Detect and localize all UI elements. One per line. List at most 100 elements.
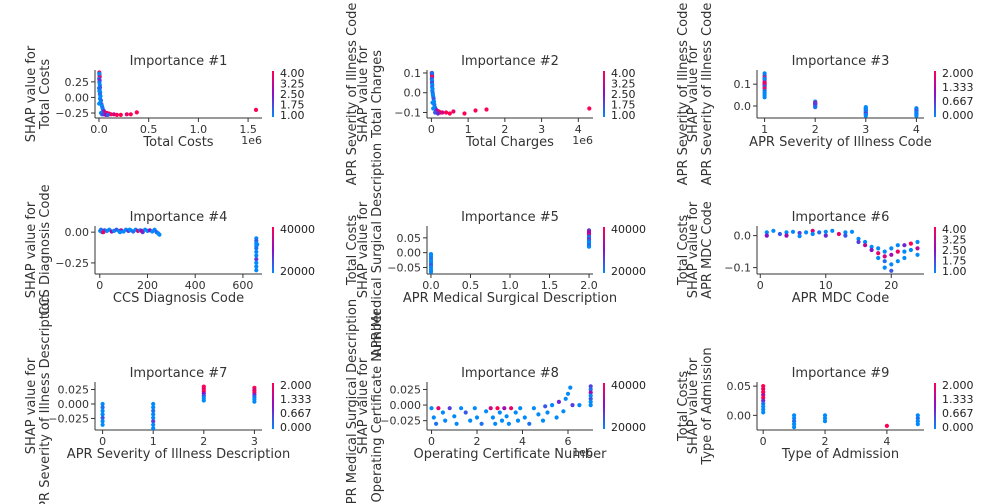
data-point: [440, 110, 445, 115]
data-point: [915, 416, 920, 421]
x-tick-label: 2: [822, 435, 829, 448]
data-point: [543, 404, 548, 409]
data-point: [822, 419, 828, 424]
data-point: [568, 385, 573, 390]
x-tick-label: 4: [519, 435, 526, 448]
data-point: [761, 407, 766, 412]
data-point: [876, 255, 881, 261]
y-tick-label: 0.05: [397, 232, 422, 245]
colorbar-tick-label: 3.25: [942, 234, 967, 247]
x-tick-label: 3: [251, 435, 258, 448]
colorbar-tick-label: 0.667: [280, 407, 312, 420]
data-point: [527, 421, 532, 426]
data-point: [447, 406, 452, 411]
data-point: [100, 419, 105, 424]
x-tick-label: 4: [575, 123, 582, 136]
data-point: [451, 109, 456, 114]
data-point: [100, 405, 105, 410]
x-tick-label: 2: [474, 435, 481, 448]
x-axis-label: Total Costs: [142, 135, 213, 150]
y-tick-label: −0.025: [48, 412, 89, 425]
y-axis-label: SHAP value forTotal Charges: [356, 45, 385, 142]
data-point: [813, 101, 818, 106]
x-tick-label: 0.0: [422, 279, 440, 292]
data-point: [430, 70, 435, 76]
data-point: [577, 403, 582, 408]
data-point: [792, 416, 797, 421]
x-tick-label: 4: [913, 123, 920, 136]
data-point: [550, 403, 555, 408]
data-point: [889, 252, 894, 257]
panel-title: Importance #3: [792, 54, 890, 69]
panel-title: Importance #7: [130, 366, 228, 381]
data-point: [151, 419, 156, 424]
y-tick-label: 0.000: [58, 398, 90, 411]
data-point: [810, 228, 815, 233]
data-point: [253, 107, 259, 112]
data-point: [431, 415, 436, 420]
x-tick-label: 1: [465, 123, 472, 136]
data-point: [764, 230, 769, 235]
x-tick-label: 600: [232, 279, 253, 292]
y-tick-label: −0.25: [55, 107, 89, 120]
colorbar-tick-label: 4.00: [942, 223, 967, 236]
data-point: [784, 230, 789, 235]
data-point: [545, 410, 550, 415]
data-point: [902, 255, 907, 261]
panel-9: Importance #9 0 2 4 0.00 0.05 Type of Admissio…: [686, 299, 1008, 504]
data-point: [462, 111, 467, 116]
data-point: [97, 86, 102, 91]
colorbar-tick-label: 20000: [611, 265, 646, 278]
data-point: [761, 398, 766, 403]
y-tick-label: 0.000: [390, 399, 422, 412]
x-tick-label: 0.0: [90, 123, 108, 136]
data-point: [588, 390, 593, 395]
x-tick-label: 0.5: [140, 123, 158, 136]
y-tick-label: 0.1: [404, 67, 422, 80]
data-point: [452, 414, 457, 419]
colorbar: [272, 71, 274, 117]
data-point: [497, 410, 502, 415]
colorbar-tick-label: 20000: [611, 421, 646, 434]
colorbar: [603, 227, 605, 273]
y-axis-label-line: SHAP value for: [686, 357, 701, 454]
colorbar-tick-label: 2.50: [942, 244, 967, 257]
y-tick-label: 0.00: [65, 226, 90, 239]
data-point: [908, 247, 914, 253]
data-point: [490, 415, 495, 420]
y-axis-label: SHAP value forAPR Medical Surgical Descr…: [356, 143, 385, 357]
data-point: [128, 112, 133, 117]
x-axis-multiplier: 1e6: [241, 134, 262, 147]
data-point: [586, 244, 592, 249]
data-point: [100, 422, 105, 427]
data-point: [761, 384, 766, 389]
data-point: [587, 106, 592, 111]
data-point: [810, 231, 815, 237]
data-point: [570, 403, 575, 408]
y-axis-label-line: Type of Admission: [700, 347, 715, 465]
data-point: [100, 408, 105, 413]
x-axis-multiplier: 1e6: [572, 134, 593, 147]
data-point: [472, 406, 477, 411]
x-tick-label: 1: [150, 435, 157, 448]
colorbar-label: Total Costs: [345, 215, 360, 286]
data-point: [254, 260, 259, 265]
data-point: [522, 415, 527, 420]
data-point: [430, 100, 435, 105]
data-point: [895, 243, 900, 248]
x-tick-label: 2: [200, 435, 207, 448]
data-point: [484, 107, 489, 112]
data-point: [554, 415, 559, 420]
data-point: [151, 426, 156, 431]
y-axis-label: SHAP value forAPR MDC Code: [686, 201, 715, 299]
x-tick-label: 0: [760, 435, 767, 448]
panel-title: Importance #1: [130, 54, 228, 69]
x-axis-label: CCS Diagnosis Code: [113, 291, 244, 306]
data-point: [254, 264, 259, 269]
data-point: [473, 108, 478, 113]
panel-title: Importance #8: [461, 366, 559, 381]
data-point: [252, 399, 257, 404]
data-point: [843, 230, 848, 235]
